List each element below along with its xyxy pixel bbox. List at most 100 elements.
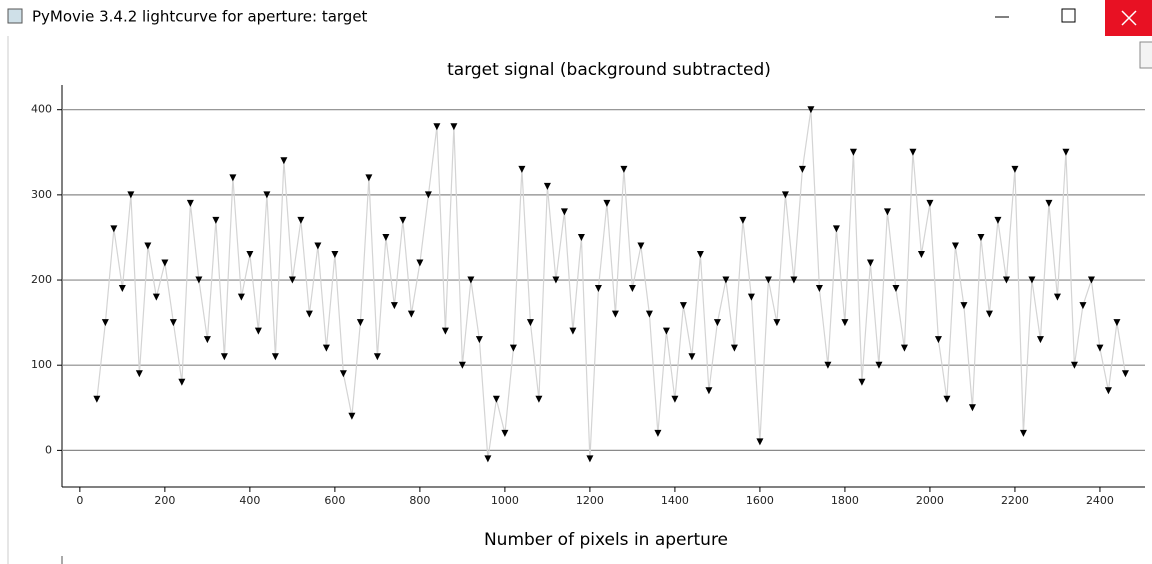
data-point bbox=[186, 199, 194, 207]
maximize-button[interactable] bbox=[1061, 8, 1076, 23]
data-point bbox=[373, 353, 381, 361]
data-point bbox=[654, 429, 662, 437]
data-point bbox=[322, 344, 330, 352]
data-point bbox=[118, 285, 126, 293]
data-point bbox=[909, 148, 917, 156]
data-point bbox=[161, 259, 169, 267]
data-point bbox=[705, 387, 713, 395]
close-button[interactable] bbox=[1105, 0, 1152, 36]
data-point bbox=[535, 395, 543, 403]
data-point bbox=[917, 250, 925, 258]
data-point bbox=[305, 310, 313, 318]
data-point bbox=[985, 310, 993, 318]
data-point bbox=[815, 285, 823, 293]
x-tick-label: 1000 bbox=[491, 494, 519, 507]
data-point bbox=[824, 361, 832, 369]
data-point bbox=[1002, 276, 1010, 284]
data-point bbox=[943, 395, 951, 403]
data-point bbox=[93, 395, 101, 403]
y-tick-label: 300 bbox=[31, 188, 52, 201]
data-point bbox=[492, 395, 500, 403]
data-point bbox=[433, 123, 441, 131]
data-point bbox=[246, 250, 254, 258]
y-tick-label: 0 bbox=[45, 443, 52, 456]
data-point bbox=[424, 191, 432, 199]
data-point bbox=[416, 259, 424, 267]
data-point bbox=[518, 165, 526, 173]
data-point bbox=[314, 242, 322, 250]
data-point bbox=[169, 319, 177, 327]
data-point bbox=[637, 242, 645, 250]
data-point bbox=[509, 344, 517, 352]
data-point bbox=[832, 225, 840, 233]
data-point bbox=[883, 208, 891, 216]
y-tick-label: 100 bbox=[31, 358, 52, 371]
data-point bbox=[212, 216, 220, 224]
data-point bbox=[331, 250, 339, 258]
data-point bbox=[730, 344, 738, 352]
data-point bbox=[110, 225, 118, 233]
data-point bbox=[994, 216, 1002, 224]
data-point bbox=[858, 378, 866, 386]
x-tick-label: 600 bbox=[324, 494, 345, 507]
data-point bbox=[671, 395, 679, 403]
data-point bbox=[866, 259, 874, 267]
data-point bbox=[679, 302, 687, 310]
app-icon bbox=[7, 8, 23, 24]
x-tick-label: 1600 bbox=[746, 494, 774, 507]
data-point bbox=[739, 216, 747, 224]
x-tick-label: 1200 bbox=[576, 494, 604, 507]
data-point bbox=[688, 353, 696, 361]
x-tick-label: 2400 bbox=[1086, 494, 1114, 507]
data-point bbox=[237, 293, 245, 301]
data-point bbox=[713, 319, 721, 327]
data-point bbox=[628, 285, 636, 293]
data-point bbox=[951, 242, 959, 250]
data-point bbox=[611, 310, 619, 318]
data-point bbox=[339, 370, 347, 378]
data-point bbox=[152, 293, 160, 301]
x-tick-label: 400 bbox=[239, 494, 260, 507]
data-point bbox=[807, 106, 815, 114]
data-point bbox=[365, 174, 373, 182]
data-point bbox=[382, 233, 390, 241]
data-point bbox=[1011, 165, 1019, 173]
side-button[interactable] bbox=[1139, 41, 1152, 69]
data-point bbox=[960, 302, 968, 310]
x-tick-label: 1800 bbox=[831, 494, 859, 507]
x-tick-label: 200 bbox=[154, 494, 175, 507]
data-point bbox=[594, 285, 602, 293]
data-point bbox=[569, 327, 577, 335]
data-point bbox=[747, 293, 755, 301]
data-point bbox=[484, 455, 492, 463]
data-point bbox=[1121, 370, 1129, 378]
data-point bbox=[773, 319, 781, 327]
data-point bbox=[178, 378, 186, 386]
data-point bbox=[254, 327, 262, 335]
data-point bbox=[1053, 293, 1061, 301]
data-point bbox=[934, 336, 942, 344]
data-point bbox=[603, 199, 611, 207]
data-point bbox=[1028, 276, 1036, 284]
data-point bbox=[560, 208, 568, 216]
data-point bbox=[263, 191, 271, 199]
data-point bbox=[586, 455, 594, 463]
data-point bbox=[229, 174, 237, 182]
data-point bbox=[543, 182, 551, 190]
data-point bbox=[968, 404, 976, 412]
data-point bbox=[577, 233, 585, 241]
close-icon bbox=[1121, 10, 1137, 26]
data-point bbox=[1096, 344, 1104, 352]
data-point bbox=[892, 285, 900, 293]
data-point bbox=[280, 157, 288, 165]
data-point bbox=[1079, 302, 1087, 310]
window-title: PyMovie 3.4.2 lightcurve for aperture: t… bbox=[32, 8, 368, 26]
signal-line bbox=[96, 109, 1126, 459]
data-point bbox=[781, 191, 789, 199]
data-point bbox=[1104, 387, 1112, 395]
x-tick-label: 2200 bbox=[1001, 494, 1029, 507]
data-point bbox=[662, 327, 670, 335]
data-point bbox=[849, 148, 857, 156]
data-point bbox=[458, 361, 466, 369]
